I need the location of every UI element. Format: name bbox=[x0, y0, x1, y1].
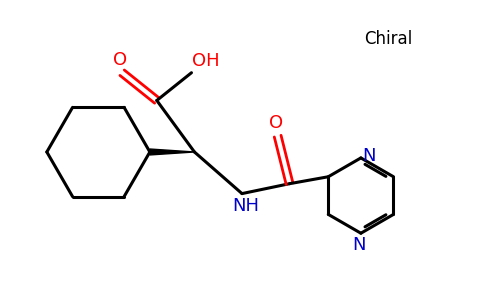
Text: O: O bbox=[113, 51, 127, 69]
Text: O: O bbox=[269, 114, 283, 132]
Text: N: N bbox=[352, 236, 365, 254]
Text: OH: OH bbox=[192, 52, 219, 70]
Text: NH: NH bbox=[232, 197, 259, 215]
Polygon shape bbox=[150, 149, 195, 155]
Text: N: N bbox=[362, 147, 376, 165]
Text: Chiral: Chiral bbox=[364, 30, 413, 48]
